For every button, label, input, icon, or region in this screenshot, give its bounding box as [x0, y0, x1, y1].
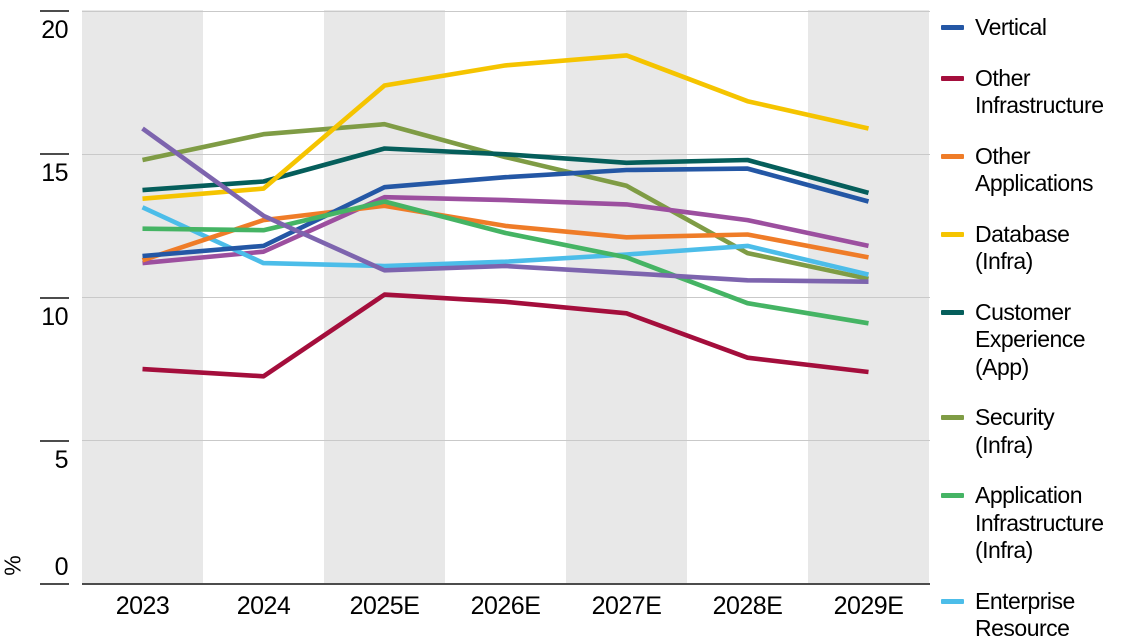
legend-item-database-infra: Database (Infra) — [941, 221, 1126, 276]
gridline-20 — [82, 10, 930, 12]
x-tick-label-2023: 2023 — [115, 592, 170, 620]
legend-item-customer-experience-app: Customer Experience (App) — [941, 299, 1126, 382]
legend-label-database-infra: Database (Infra) — [975, 220, 1070, 275]
gridline-5 — [82, 440, 930, 442]
legend-item-enterprise-resource: Enterprise Resource — [941, 588, 1126, 636]
legend-item-vertical: Vertical — [941, 14, 1126, 42]
y-tick-mark-0 — [40, 582, 69, 585]
series-line-customer-experience-app — [142, 146, 870, 196]
series-line-other-infrastructure — [142, 292, 869, 379]
y-tick-label-5: 5 — [54, 445, 69, 474]
y-tick-mark-15 — [40, 153, 69, 156]
gridline-10 — [82, 297, 930, 298]
series-line-application-infrastructure-infra — [142, 199, 869, 326]
series-line-other-applications — [141, 203, 869, 263]
series-line-vertical — [142, 166, 870, 259]
y-tick-label-10: 10 — [41, 302, 68, 331]
legend-swatch-application-infrastructure-infra — [941, 493, 964, 498]
y-tick-label-0: 0 — [54, 553, 69, 581]
x-tick-label-2026E: 2026E — [470, 592, 541, 620]
legend-swatch-customer-experience-app — [941, 309, 964, 315]
series-line-unlabeled-plum — [142, 194, 869, 266]
legend-swatch-vertical — [941, 25, 964, 30]
legend-label-security-infra: Security (Infra) — [975, 404, 1055, 458]
legend-label-other-applications: Other Applications — [975, 142, 1094, 197]
legend-label-application-infrastructure-infra: Application Infrastructure (Infra) — [975, 482, 1104, 563]
x-tick-label-2024: 2024 — [236, 592, 291, 620]
legend-swatch-security-infra — [941, 415, 964, 420]
series-line-database-infra — [142, 53, 870, 201]
legend-label-vertical: Vertical — [975, 14, 1047, 40]
x-tick-label-2025E: 2025E — [349, 592, 420, 620]
legend-swatch-database-infra — [941, 231, 964, 237]
x-tick-label-2029E: 2029E — [833, 592, 904, 620]
legend-label-enterprise-resource: Enterprise Resource — [975, 587, 1075, 636]
y-tick-mark-5 — [40, 439, 69, 442]
legend: Vertical Other Infrastructure Other Applicat… — [941, 14, 1126, 636]
legend-swatch-enterprise-resource — [941, 598, 964, 604]
x-tick-label-2028E: 2028E — [712, 592, 783, 620]
series-line-security-infra — [142, 121, 869, 282]
y-tick-label-20: 20 — [41, 16, 68, 44]
series-line-unlabeled-purple — [141, 126, 869, 284]
x-tick-label-2027E: 2027E — [591, 592, 662, 620]
legend-item-security-infra: Security (Infra) — [941, 404, 1126, 459]
y-tick-mark-10 — [40, 296, 69, 299]
legend-label-other-infrastructure: Other Infrastructure — [975, 64, 1104, 119]
legend-item-other-infrastructure: Other Infrastructure — [941, 65, 1126, 120]
legend-label-customer-experience-app: Customer Experience (App) — [975, 298, 1086, 380]
y-tick-label-15: 15 — [41, 159, 68, 188]
legend-item-other-applications: Other Applications — [941, 143, 1126, 198]
legend-item-application-infrastructure-infra: Application Infrastructure (Infra) — [941, 482, 1126, 565]
legend-swatch-other-infrastructure — [941, 75, 964, 81]
series-line-enterprise-resource — [141, 205, 870, 277]
y-tick-mark-20 — [40, 10, 69, 12]
x-axis-line — [82, 582, 930, 585]
legend-swatch-other-applications — [941, 153, 964, 159]
y-axis-unit-label: % — [0, 555, 26, 576]
